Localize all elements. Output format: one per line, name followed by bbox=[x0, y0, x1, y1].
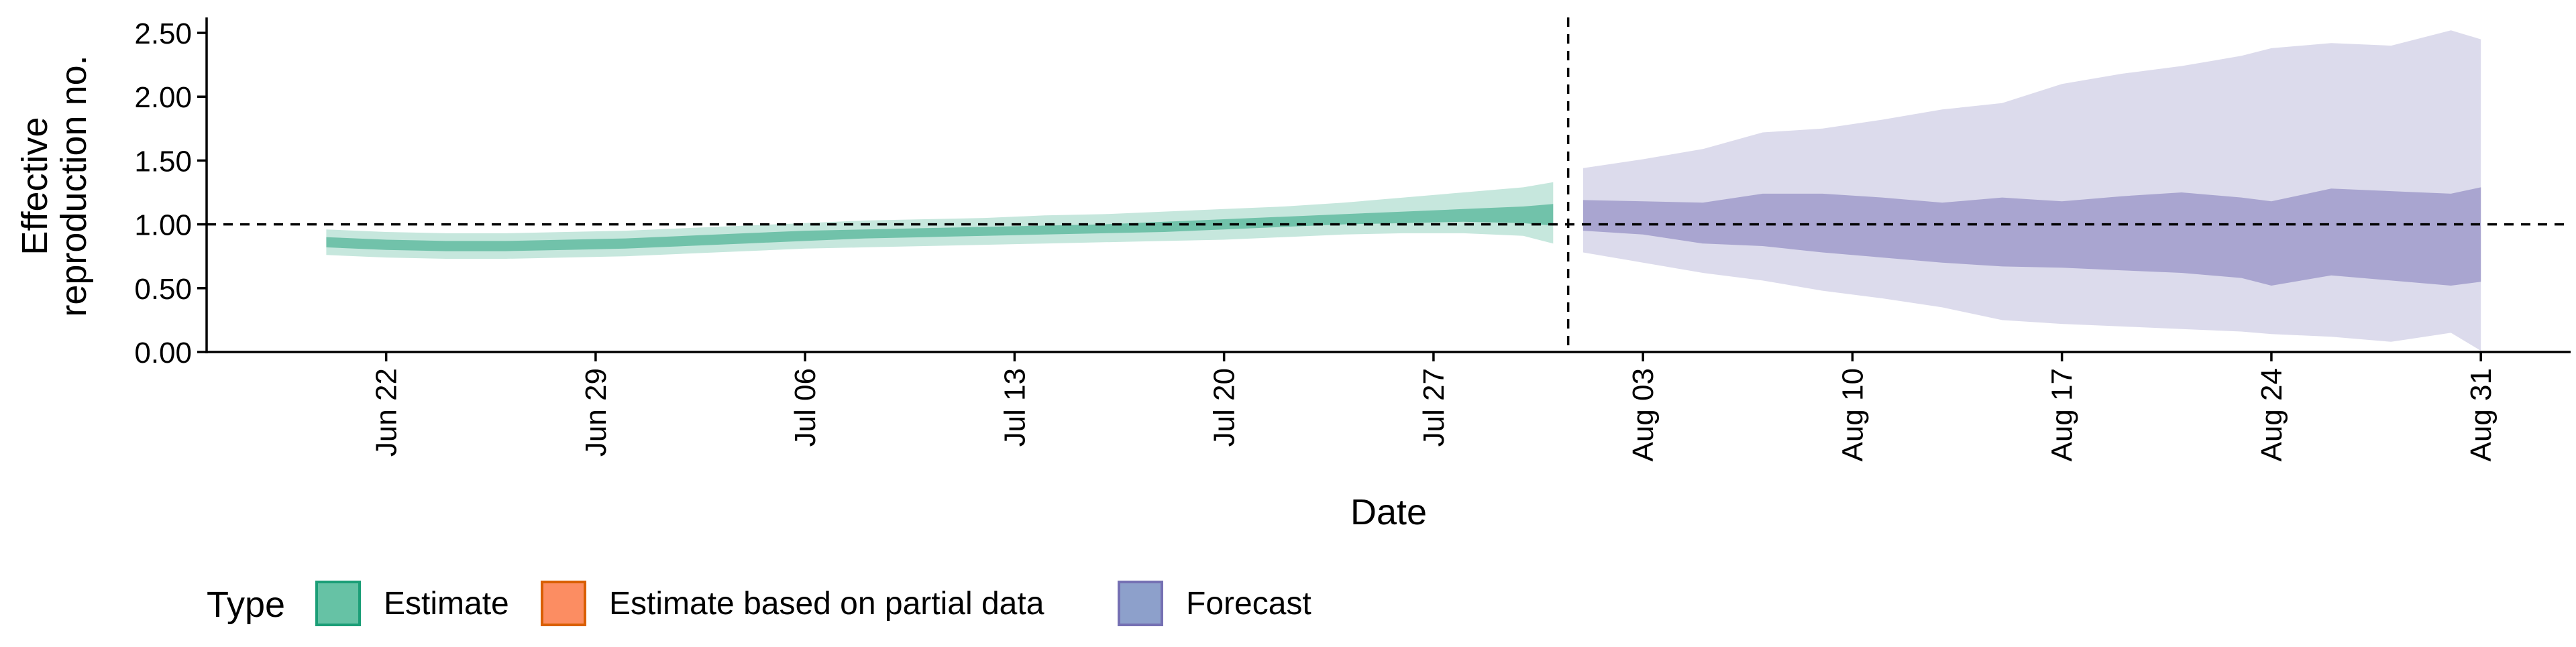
x-tick-label: Jul 13 bbox=[998, 368, 1031, 447]
y-tick-label: 0.00 bbox=[134, 337, 192, 369]
x-tick-label: Aug 03 bbox=[1627, 368, 1660, 461]
x-tick-label: Aug 17 bbox=[2046, 368, 2079, 461]
x-tick-label: Aug 31 bbox=[2465, 368, 2498, 461]
legend-swatch-forecast bbox=[1118, 581, 1163, 626]
legend-label: Estimate based on partial data bbox=[609, 586, 1044, 622]
y-tick-label: 2.50 bbox=[134, 17, 192, 50]
forecast-band-50 bbox=[1582, 187, 2481, 286]
x-tick-label: Jun 29 bbox=[580, 368, 612, 457]
x-tick-label: Aug 10 bbox=[1836, 368, 1869, 461]
legend-swatch-estimate-based-on-partial-data bbox=[541, 581, 586, 626]
y-tick-label: 1.50 bbox=[134, 145, 192, 178]
y-tick-label: 1.00 bbox=[134, 209, 192, 242]
estimate-band-50 bbox=[326, 204, 1554, 251]
x-tick-label: Jun 22 bbox=[370, 368, 403, 457]
x-tick-label: Aug 24 bbox=[2255, 368, 2288, 461]
y-axis-title-line-1: Effective bbox=[15, 117, 55, 255]
x-tick-label: Jul 27 bbox=[1417, 368, 1450, 447]
x-tick-label: Jul 20 bbox=[1208, 368, 1241, 447]
legend-title: Type bbox=[207, 585, 285, 625]
y-tick-label: 2.00 bbox=[134, 81, 192, 114]
y-tick-label: 0.50 bbox=[134, 273, 192, 306]
legend-label: Forecast bbox=[1186, 586, 1311, 622]
y-axis-title-line-2: reproduction no. bbox=[54, 55, 94, 316]
legend-swatch-estimate bbox=[315, 581, 361, 626]
x-tick-label: Jul 06 bbox=[789, 368, 822, 447]
legend-label: Estimate bbox=[384, 586, 509, 622]
x-axis-title: Date bbox=[1350, 492, 1427, 532]
